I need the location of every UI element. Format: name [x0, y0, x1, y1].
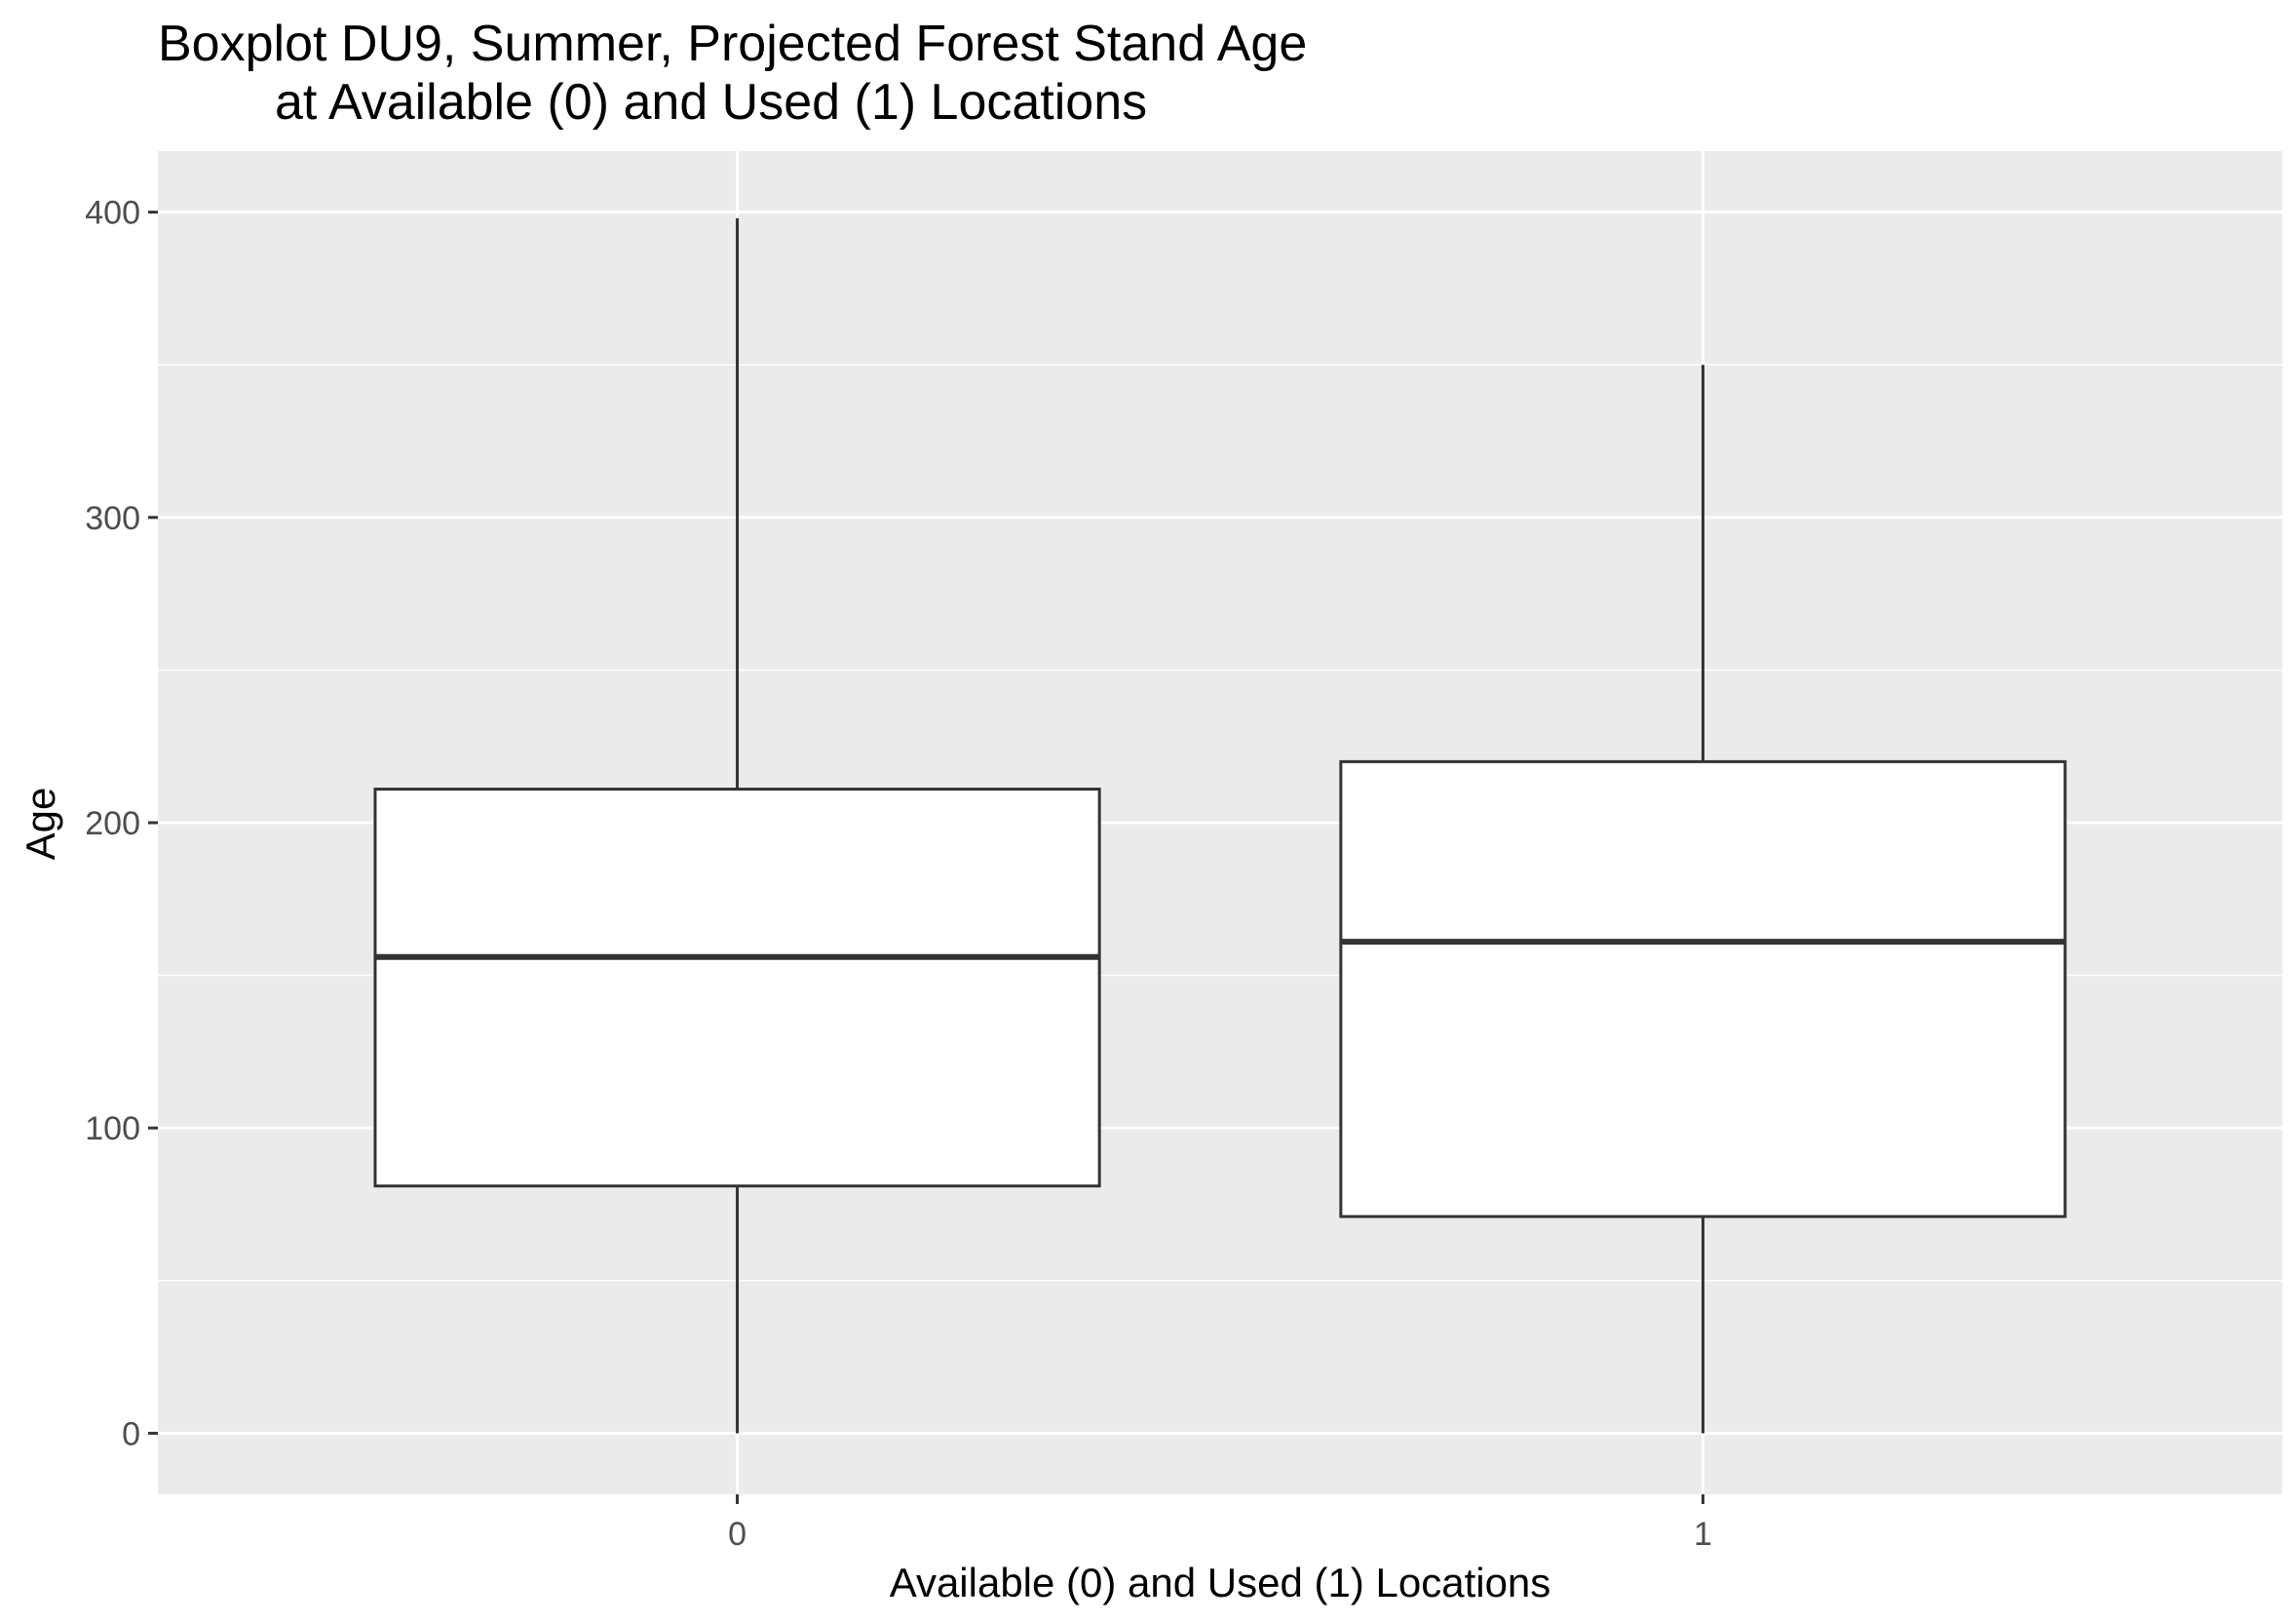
x-tick-label-1: 1 — [1694, 1516, 1712, 1553]
boxes — [373, 217, 2067, 1434]
y-axis-title: Age — [18, 788, 63, 861]
y-tick-label-300: 300 — [85, 500, 140, 537]
y-tick-label-0: 0 — [122, 1415, 140, 1452]
y-tick-label-400: 400 — [85, 195, 140, 232]
chart-title-line-2: at Available (0) and Used (1) Locations — [275, 74, 1147, 131]
box-iqr-1 — [1339, 759, 2067, 1218]
box-iqr-0 — [373, 788, 1101, 1188]
y-axis: 0 100 200 300 400 — [85, 195, 158, 1452]
x-tick-label-0: 0 — [728, 1516, 746, 1553]
chart-title-line-1: Boxplot DU9, Summer, Projected Forest St… — [158, 16, 1307, 72]
x-axis-title: Available (0) and Used (1) Locations — [890, 1560, 1551, 1605]
y-tick-label-200: 200 — [85, 805, 140, 842]
box-0 — [373, 217, 1101, 1434]
box-1 — [1339, 365, 2067, 1434]
y-tick-label-100: 100 — [85, 1110, 140, 1147]
